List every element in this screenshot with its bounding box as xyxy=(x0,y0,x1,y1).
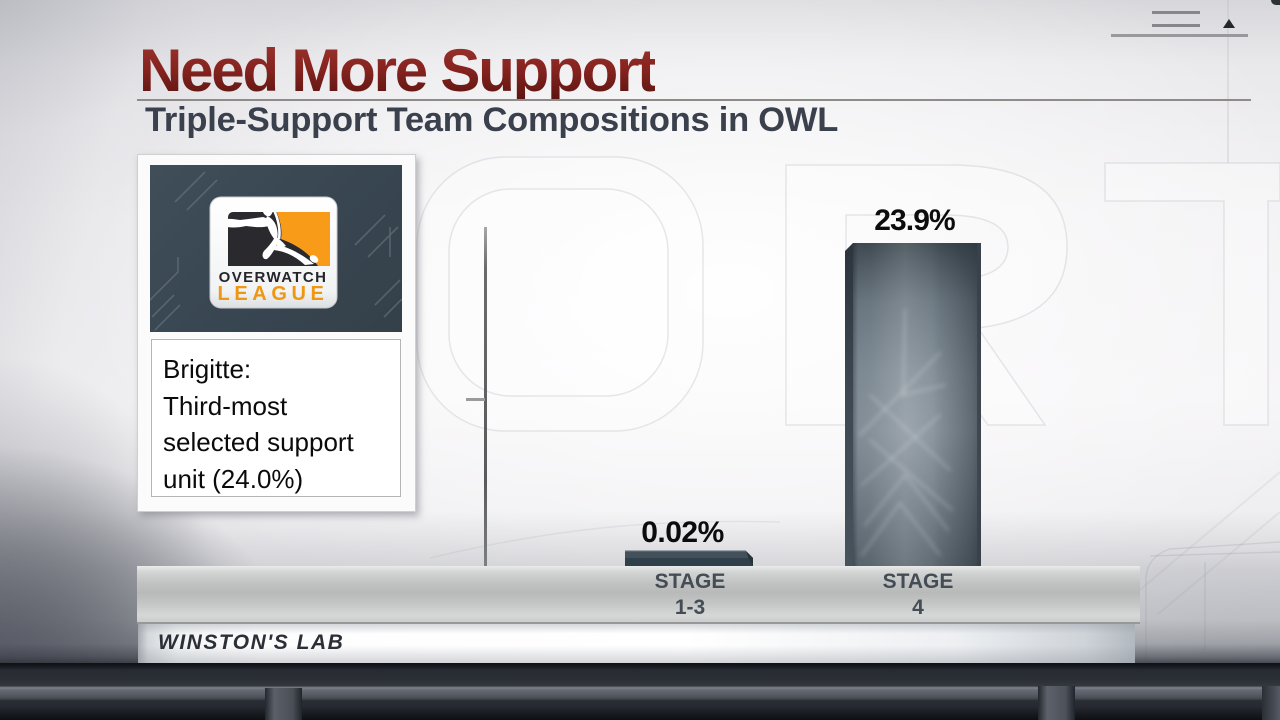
svg-text:OVERWATCH: OVERWATCH xyxy=(219,269,328,286)
svg-text:LEAGUE: LEAGUE xyxy=(218,283,329,305)
